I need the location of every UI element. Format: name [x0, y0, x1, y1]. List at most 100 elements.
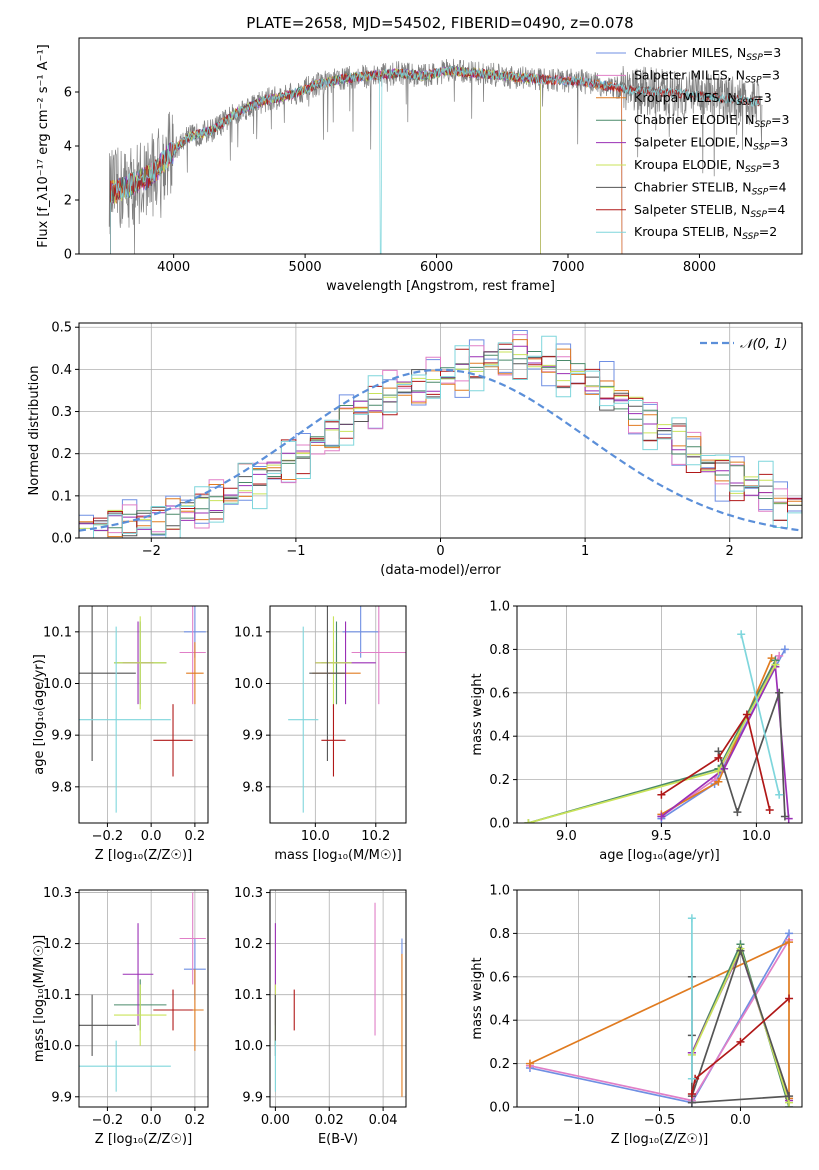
legend-label: Salpeter STELIB, NSSP=4: [634, 202, 785, 220]
x-axis-label: (data-model)/error: [380, 563, 501, 578]
x-tick-label: 0: [436, 544, 444, 559]
legend-label-subscript: SSP: [737, 98, 754, 108]
weight-line-salpeter-elodie: [660, 663, 790, 819]
weight-marker: [742, 710, 751, 719]
x-tick-label: 9.0: [556, 829, 577, 844]
y-tick-label: 0.2: [489, 1057, 510, 1072]
x-tick-label: 8000: [683, 260, 716, 275]
y-tick-label: 0: [64, 248, 72, 263]
y-tick-label: 10.2: [234, 937, 263, 952]
x-tick-label: −2: [142, 544, 161, 559]
weight-marker: [657, 790, 666, 799]
x-tick-label: 10.0: [301, 829, 330, 844]
weight-marker: [785, 1092, 794, 1101]
y-axis-label: Normed distribution: [27, 366, 42, 496]
model-spectrum-chabrier-elodie: [110, 66, 541, 254]
weight-marker: [524, 819, 533, 823]
weight-marker: [733, 808, 742, 817]
x-tick-label: −1: [286, 544, 305, 559]
normal-curve: [79, 368, 802, 532]
weight-line-kroupa-elodie: [528, 664, 777, 823]
x-tick-label: −0.5: [644, 1113, 676, 1128]
weight-line-salpeter-stelib: [660, 712, 771, 811]
y-tick-label: 10.0: [234, 677, 263, 692]
x-axis-label: mass [log₁₀(M/M☉)]: [274, 848, 401, 863]
y-axis-label: age [log₁₀(age/yr)]: [32, 654, 47, 775]
plot-area: [108, 58, 763, 254]
x-tick-label: 2: [726, 544, 734, 559]
axes-frame: [78, 322, 803, 539]
legend-label-count: =3: [762, 157, 780, 172]
weight-marker: [736, 946, 745, 955]
weight-marker: [714, 777, 723, 786]
legend-label: 𝒩(0, 1): [740, 337, 787, 352]
legend-label-text: Chabrier ELODIE, N: [634, 112, 754, 127]
axes-mass-vs-Z: −0.2 0.0 0.2 9.9 10.0 10.1 10.2 10.3 Z [log₁₀(Z/…: [32, 886, 209, 1147]
legend-label: Salpeter MILES, NSSP=3: [634, 67, 780, 85]
y-tick-label: 2: [64, 194, 72, 209]
legend-label-text: Kroupa STELIB, N: [634, 224, 742, 239]
legend-label-count: =3: [771, 112, 789, 127]
x-tick-label: 6000: [420, 260, 453, 275]
x-axis-label: Z [log₁₀(Z/Z☉)]: [611, 1132, 708, 1147]
y-tick-label: 10.3: [43, 886, 72, 901]
weight-line-kroupa-stelib: [740, 634, 781, 795]
axes-mass-weight-vs-Z: −1.0 −0.5 0.0 0.0 0.2 0.4 0.6 0.8 1.0 Z [log₁₀(Z/…: [470, 884, 803, 1147]
y-tick-label: 0.0: [489, 1101, 510, 1116]
weight-marker: [785, 994, 794, 1003]
axes-frame: [78, 37, 803, 255]
y-tick-label: 6: [64, 86, 72, 101]
legend-label-subscript: SSP: [745, 165, 762, 175]
x-tick-label: 0.0: [141, 829, 162, 844]
legend-label: Chabrier MILES, NSSP=3: [634, 45, 781, 63]
legend-label-text: Chabrier MILES, N: [634, 45, 746, 60]
plot-area: [274, 902, 403, 1097]
x-tick-label: −0.2: [92, 829, 124, 844]
plot-area: [79, 606, 206, 813]
y-tick-label: 9.9: [242, 729, 263, 744]
axes-mass-weight-vs-age: 9.0 9.5 10.0 0.0 0.2 0.4 0.6 0.8 1.0 age [log₁₀(a…: [470, 600, 803, 863]
legend-label-count: =2: [759, 224, 777, 239]
x-axis-label: age [log₁₀(age/yr)]: [599, 848, 720, 863]
x-tick-label: 0.2: [185, 1113, 206, 1128]
axes-age-vs-Z: −0.2 0.0 0.2 9.8 9.9 10.0 10.1 Z [log₁₀(Z/Z☉)] a…: [32, 605, 209, 863]
weight-line-chabrier-stelib: [717, 692, 786, 817]
weight-line-salpeter-stelib: [691, 997, 790, 1095]
y-tick-label: 0.4: [51, 363, 72, 378]
plot-area: [525, 914, 794, 1107]
y-tick-label: 10.3: [234, 886, 263, 901]
x-tick-label: −1.0: [563, 1113, 595, 1128]
legend-label-text: Salpeter MILES, N: [634, 67, 745, 82]
y-tick-label: 0.6: [489, 686, 510, 701]
axes-frame: [269, 605, 407, 824]
legend-label-count: =4: [768, 179, 786, 194]
y-tick-label: 0.2: [489, 773, 510, 788]
y-tick-label: 0.8: [489, 643, 510, 658]
x-tick-label: 9.5: [651, 829, 672, 844]
weight-marker: [775, 651, 784, 660]
weight-marker: [736, 1037, 745, 1046]
legend-label: Kroupa STELIB, NSSP=2: [634, 224, 777, 242]
y-tick-label: 10.1: [234, 625, 263, 640]
model-spectrum-salpeter-elodie: [110, 66, 541, 254]
weight-marker: [525, 1059, 534, 1068]
y-tick-label: 10.1: [43, 625, 72, 640]
x-tick-label: 0.2: [185, 829, 206, 844]
x-tick-label: 0.00: [261, 1113, 290, 1128]
weight-marker: [657, 812, 666, 821]
legend-label-count: =3: [770, 135, 788, 150]
y-tick-label: 0.4: [489, 1014, 510, 1029]
x-tick-label: −0.2: [92, 1113, 124, 1128]
x-axis-label: Z [log₁₀(Z/Z☉)]: [95, 1132, 192, 1147]
legend-label-subscript: SSP: [752, 187, 769, 197]
legend-label-subscript: SSP: [746, 53, 763, 63]
weight-marker: [775, 688, 784, 697]
x-tick-label: 1: [581, 544, 589, 559]
y-tick-label: 9.9: [242, 1090, 263, 1105]
legend-label-subscript: SSP: [745, 75, 762, 85]
axes-frame: [78, 889, 209, 1108]
legend-label: Chabrier STELIB, NSSP=4: [634, 179, 787, 197]
legend-label-text: Chabrier STELIB, N: [634, 179, 752, 194]
